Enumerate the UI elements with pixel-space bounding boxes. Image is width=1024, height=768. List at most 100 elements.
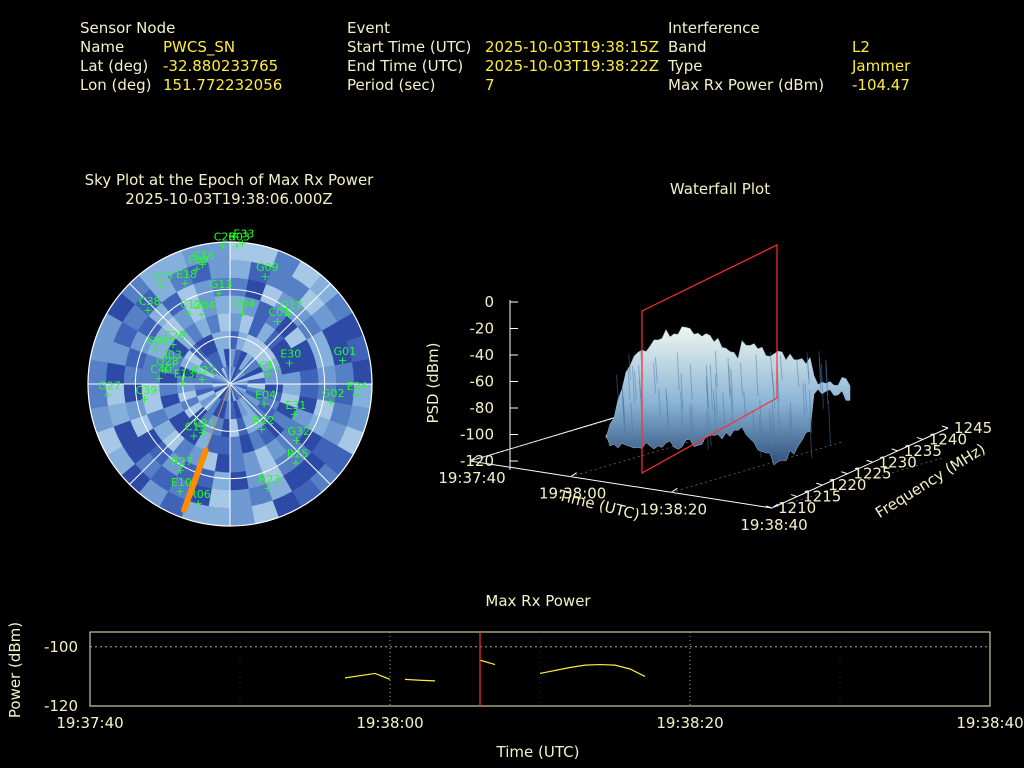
- waterfall-surface-streak: [631, 366, 635, 403]
- waterfall-surface-body: [605, 326, 851, 466]
- satellite-label: E31: [285, 399, 306, 412]
- satellite-label: R22: [253, 414, 275, 427]
- sensor-name-value: PWCS_SN: [163, 38, 236, 56]
- interference-heading: Interference: [668, 19, 760, 37]
- waterfall-surface-streak: [809, 417, 813, 459]
- sky-azimuth-spoke: [129, 383, 231, 485]
- satellite-marker: +: [180, 277, 189, 290]
- waterfall-surface-streak: [752, 410, 756, 438]
- interference-power-value: -104.47: [852, 76, 910, 94]
- satellite-marker: +: [194, 497, 203, 510]
- satellite-marker: +: [257, 423, 266, 436]
- waterfall-surface-streak: [633, 370, 637, 400]
- interference-type-label: Type: [668, 57, 703, 75]
- satellite-label: R25: [287, 448, 309, 461]
- interference-band-label: Band: [668, 38, 707, 56]
- waterfall-surface-streak: [653, 362, 657, 394]
- waterfall-frequency-tick: [866, 459, 873, 463]
- waterfall-time-tick: [671, 487, 678, 493]
- interference-type-value: Jammer: [852, 57, 911, 75]
- satellite-marker: +: [184, 307, 193, 320]
- satellite-label: R23: [259, 473, 281, 486]
- event-period-label: Period (sec): [347, 76, 436, 94]
- satellite-marker: +: [218, 239, 227, 252]
- waterfall-frequency-tick: [816, 482, 823, 486]
- waterfall-frequency-tick-label: 1220: [828, 476, 866, 494]
- satellite-marker: +: [285, 356, 294, 369]
- line-chart-ylabel: Power (dBm): [6, 622, 24, 718]
- satellite-marker: +: [291, 457, 300, 470]
- max-rx-power-chart: 19:37:40 19:38:00 19:38:20 19:38:40 -100 -120…: [6, 622, 1024, 761]
- waterfall-surface-streak: [689, 364, 693, 400]
- line-chart-series: [344, 632, 646, 706]
- satellite-label: C04: [234, 298, 256, 311]
- sensor-name-label: Name: [80, 38, 125, 56]
- waterfall-surface-streak: [769, 352, 773, 383]
- satellite-label: E09: [188, 254, 209, 267]
- waterfall-time-marker: [641, 244, 778, 475]
- satellite-marker: +: [143, 304, 152, 317]
- waterfall-frequency-axis: [771, 427, 949, 509]
- waterfall-surface-streak: [615, 374, 619, 401]
- sky-azimuth-spoke: [229, 383, 331, 485]
- waterfall-surface-streak: [777, 395, 781, 437]
- sensor-lon-label: Lon (deg): [80, 76, 152, 94]
- satellite-label: C16: [193, 249, 215, 262]
- sky-plot-title: Sky Plot at the Epoch of Max Rx Power: [84, 171, 374, 189]
- line-chart-grid: [89, 631, 991, 707]
- sky-heatmap-cell: [229, 259, 252, 280]
- line-chart-frame: [89, 631, 991, 707]
- satellite-marker: +: [338, 354, 347, 367]
- waterfall-frequency-tick: [841, 471, 848, 475]
- line-chart-xlabel: Time (UTC): [496, 743, 580, 761]
- interference-band-value: L2: [852, 38, 870, 56]
- satellite-label: R03: [228, 230, 250, 243]
- sensor-lat-label: Lat (deg): [80, 57, 149, 75]
- satellite-marker: +: [103, 389, 112, 402]
- satellite-marker: +: [198, 426, 207, 439]
- waterfall-z-tick-label: -80: [470, 399, 495, 417]
- waterfall-frequency-tick: [916, 436, 924, 440]
- satellite-label: G28: [156, 355, 179, 368]
- satellite-marker: +: [169, 357, 178, 370]
- waterfall-z-tick-label: -40: [470, 346, 495, 364]
- waterfall-frequency-tick-label: 1215: [803, 488, 841, 506]
- satellite-marker: +: [189, 430, 198, 443]
- satellite-label: C12: [180, 298, 202, 311]
- event-heading: Event: [347, 19, 390, 37]
- satellite-marker: +: [260, 398, 269, 411]
- waterfall-surface-streak: [730, 369, 734, 411]
- waterfall-marker-plane: [641, 244, 778, 475]
- waterfall-time-tick: [570, 472, 577, 478]
- waterfall-frequency-tick-label: 1240: [929, 430, 967, 448]
- waterfall-surface-streak: [796, 360, 800, 388]
- line-chart-segment: [539, 663, 646, 677]
- satellite-marker: +: [140, 393, 149, 406]
- waterfall-surface-streak: [680, 373, 684, 411]
- waterfall-frequency-tick-label: 1225: [853, 465, 891, 483]
- waterfall-time-tick-label: 19:38:20: [640, 500, 707, 518]
- waterfall-surface-streak: [622, 399, 626, 443]
- satellite-marker: +: [263, 482, 272, 495]
- waterfall-axes: [469, 300, 949, 509]
- satellite-marker: +: [197, 373, 206, 386]
- sky-heatmap-cell: [208, 259, 231, 280]
- jammer-direction-band: [181, 447, 209, 514]
- waterfall-frequency-tick-label: 1245: [954, 419, 992, 437]
- satellite-marker: +: [178, 376, 187, 389]
- satellite-marker: +: [175, 485, 184, 498]
- line-chart-y-tick-label: -100: [44, 638, 78, 656]
- satellite-marker: +: [326, 396, 335, 409]
- sky-heatmap-cell: [205, 506, 231, 526]
- waterfall-surface-streak: [708, 419, 712, 447]
- satellite-marker: +: [192, 263, 201, 276]
- satellite-label: C13: [185, 421, 207, 434]
- waterfall-surface-streak: [727, 358, 731, 399]
- waterfall-surface-streak: [827, 400, 831, 445]
- event-end-value: 2025-10-03T19:38:22Z: [485, 57, 659, 75]
- event-start-label: Start Time (UTC): [347, 38, 472, 56]
- waterfall-z-tick-label: -60: [470, 373, 495, 391]
- waterfall-surface-streak: [769, 417, 773, 448]
